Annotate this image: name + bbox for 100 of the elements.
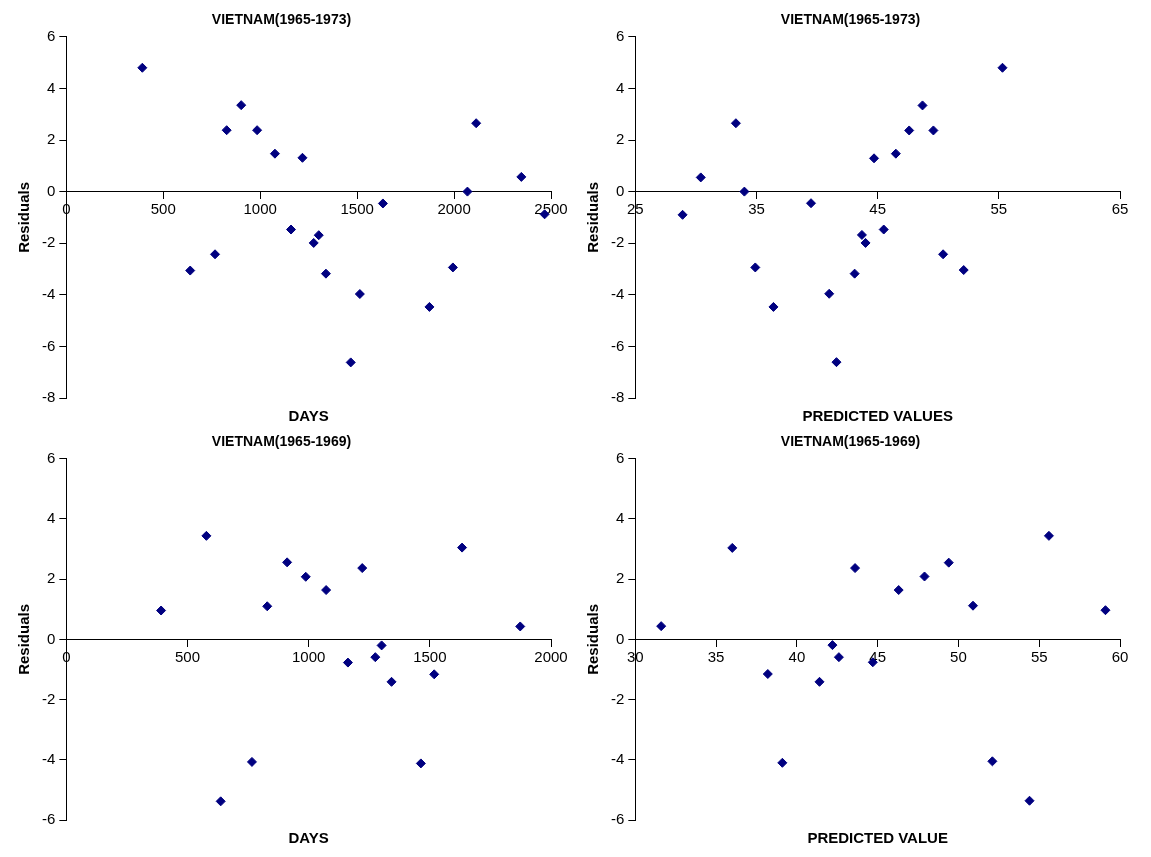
point bbox=[677, 209, 688, 220]
point bbox=[1024, 795, 1035, 806]
point bbox=[246, 756, 257, 767]
point bbox=[656, 621, 667, 632]
x-tick-label: 500 bbox=[150, 199, 176, 217]
point bbox=[415, 758, 426, 769]
y-tick-label: -6 bbox=[610, 810, 625, 828]
point bbox=[342, 657, 353, 668]
y-tick-label: 0 bbox=[615, 181, 625, 199]
chart-title: VIETNAM(1965-1969) bbox=[780, 433, 921, 450]
point bbox=[987, 756, 998, 767]
point bbox=[850, 563, 861, 574]
y-tick-label: -6 bbox=[610, 336, 625, 354]
point bbox=[917, 100, 928, 111]
y-tick-label: -8 bbox=[610, 388, 625, 406]
point bbox=[515, 621, 526, 632]
x-tick-label: 2000 bbox=[437, 199, 471, 217]
x-tick-label: 1000 bbox=[291, 647, 326, 665]
point bbox=[308, 237, 319, 248]
y-tick-label: 6 bbox=[615, 26, 625, 44]
x-axis-title: DAYS bbox=[288, 828, 329, 846]
point bbox=[777, 757, 788, 768]
point bbox=[137, 62, 148, 73]
y-tick-label: 6 bbox=[46, 448, 56, 466]
y-axis-title: Residuals bbox=[584, 603, 602, 675]
point bbox=[297, 152, 308, 163]
point bbox=[252, 125, 263, 136]
point bbox=[727, 542, 738, 553]
point bbox=[997, 62, 1008, 73]
x-tick-label: 65 bbox=[1111, 199, 1129, 217]
y-tick-label: -6 bbox=[41, 336, 56, 354]
point bbox=[429, 669, 440, 680]
point bbox=[357, 563, 368, 574]
point bbox=[967, 600, 978, 611]
y-tick-label: -8 bbox=[41, 388, 56, 406]
point bbox=[282, 557, 293, 568]
y-tick-label: -2 bbox=[610, 233, 625, 251]
point bbox=[321, 585, 332, 596]
point bbox=[878, 224, 889, 235]
y-tick-label: 0 bbox=[615, 629, 625, 647]
x-tick-label: 55 bbox=[990, 199, 1008, 217]
y-tick-label: 6 bbox=[615, 448, 625, 466]
point bbox=[860, 237, 871, 248]
point bbox=[730, 118, 741, 129]
point bbox=[313, 230, 324, 241]
x-tick-label: 1000 bbox=[243, 199, 277, 217]
point bbox=[831, 357, 842, 368]
point bbox=[928, 125, 939, 136]
chart-title: VIETNAM(1965-1973) bbox=[780, 11, 921, 28]
point bbox=[849, 268, 860, 279]
chart-title: VIETNAM(1965-1973) bbox=[211, 11, 352, 28]
x-tick-label: 35 bbox=[707, 647, 725, 665]
point bbox=[424, 301, 435, 312]
y-tick-label: 6 bbox=[46, 26, 56, 44]
point bbox=[806, 198, 817, 209]
y-tick-label: -4 bbox=[41, 284, 56, 302]
x-tick-label: 55 bbox=[1030, 647, 1048, 665]
x-tick-label: 45 bbox=[869, 199, 887, 217]
point bbox=[236, 100, 247, 111]
point bbox=[919, 571, 930, 582]
x-axis-title: PREDICTED VALUES bbox=[802, 406, 953, 424]
y-tick-label: 2 bbox=[46, 569, 56, 587]
point bbox=[210, 249, 221, 260]
point bbox=[345, 357, 356, 368]
point bbox=[814, 676, 825, 687]
point bbox=[516, 171, 527, 182]
y-tick-label: 2 bbox=[615, 130, 625, 148]
point bbox=[262, 601, 273, 612]
y-tick-label: 0 bbox=[46, 629, 56, 647]
point bbox=[856, 229, 867, 240]
x-tick-label: 1500 bbox=[413, 647, 447, 665]
y-tick-label: 2 bbox=[615, 569, 625, 587]
point bbox=[762, 669, 773, 680]
point bbox=[833, 652, 844, 663]
x-axis-title: PREDICTED VALUE bbox=[807, 828, 948, 846]
point bbox=[354, 289, 365, 300]
point bbox=[185, 265, 196, 276]
point bbox=[457, 542, 468, 553]
x-tick-label: 2000 bbox=[534, 647, 568, 665]
y-tick-label: 4 bbox=[615, 509, 625, 527]
point bbox=[739, 186, 750, 197]
point bbox=[904, 125, 915, 136]
point bbox=[943, 557, 954, 568]
y-axis-title: Residuals bbox=[584, 181, 602, 253]
x-tick-label: 60 bbox=[1111, 647, 1129, 665]
y-tick-label: 4 bbox=[46, 509, 56, 527]
point bbox=[215, 796, 226, 807]
point bbox=[824, 288, 835, 299]
y-tick-label: -4 bbox=[610, 749, 625, 767]
y-tick-label: -2 bbox=[41, 233, 56, 251]
point bbox=[750, 262, 761, 273]
point bbox=[300, 571, 311, 582]
y-tick-label: 0 bbox=[46, 181, 56, 199]
point bbox=[370, 652, 381, 663]
point bbox=[320, 268, 331, 279]
point bbox=[221, 125, 232, 136]
y-tick-label: -2 bbox=[41, 689, 56, 707]
point bbox=[768, 301, 779, 312]
point bbox=[827, 640, 838, 651]
x-tick-label: 1500 bbox=[340, 199, 374, 217]
